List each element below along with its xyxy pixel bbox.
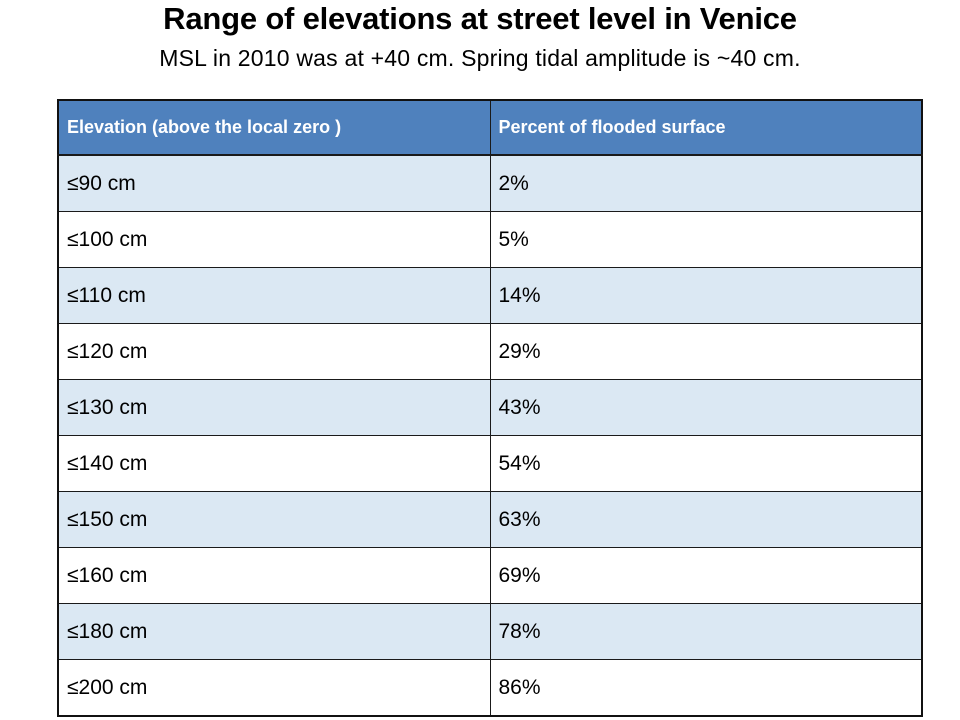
table-row: ≤150 cm 63% (57, 491, 923, 548)
percent-cell: 5% (489, 211, 923, 268)
percent-cell: 54% (489, 435, 923, 492)
table-row: ≤100 cm 5% (57, 211, 923, 268)
slide-subtitle: MSL in 2010 was at +40 cm. Spring tidal … (159, 45, 801, 71)
elevation-cell: ≤200 cm (57, 659, 491, 717)
percent-cell: 14% (489, 267, 923, 324)
table-row: ≤140 cm 54% (57, 435, 923, 492)
table-row: ≤110 cm 14% (57, 267, 923, 324)
table-header-row: Elevation (above the local zero ) Percen… (57, 99, 923, 156)
percent-cell: 86% (489, 659, 923, 717)
table-row: ≤90 cm 2% (57, 154, 923, 212)
elevation-cell: ≤140 cm (57, 435, 491, 492)
elevation-cell: ≤100 cm (57, 211, 491, 268)
header-elevation: Elevation (above the local zero ) (57, 99, 491, 156)
table-row: ≤180 cm 78% (57, 603, 923, 660)
elevation-cell: ≤110 cm (57, 267, 491, 324)
elevation-cell: ≤130 cm (57, 379, 491, 436)
elevation-cell: ≤150 cm (57, 491, 491, 548)
table-row: ≤130 cm 43% (57, 379, 923, 436)
percent-cell: 43% (489, 379, 923, 436)
percent-cell: 63% (489, 491, 923, 548)
elevation-cell: ≤180 cm (57, 603, 491, 660)
table-row: ≤120 cm 29% (57, 323, 923, 380)
slide-title: Range of elevations at street level in V… (163, 1, 797, 36)
header-percent-flooded: Percent of flooded surface (489, 99, 923, 156)
elevation-cell: ≤160 cm (57, 547, 491, 604)
percent-cell: 29% (489, 323, 923, 380)
table-row: ≤200 cm 86% (57, 659, 923, 717)
elevation-table: Elevation (above the local zero ) Percen… (57, 99, 923, 717)
elevation-cell: ≤90 cm (57, 154, 491, 212)
percent-cell: 2% (489, 154, 923, 212)
percent-cell: 69% (489, 547, 923, 604)
table-row: ≤160 cm 69% (57, 547, 923, 604)
percent-cell: 78% (489, 603, 923, 660)
elevation-cell: ≤120 cm (57, 323, 491, 380)
